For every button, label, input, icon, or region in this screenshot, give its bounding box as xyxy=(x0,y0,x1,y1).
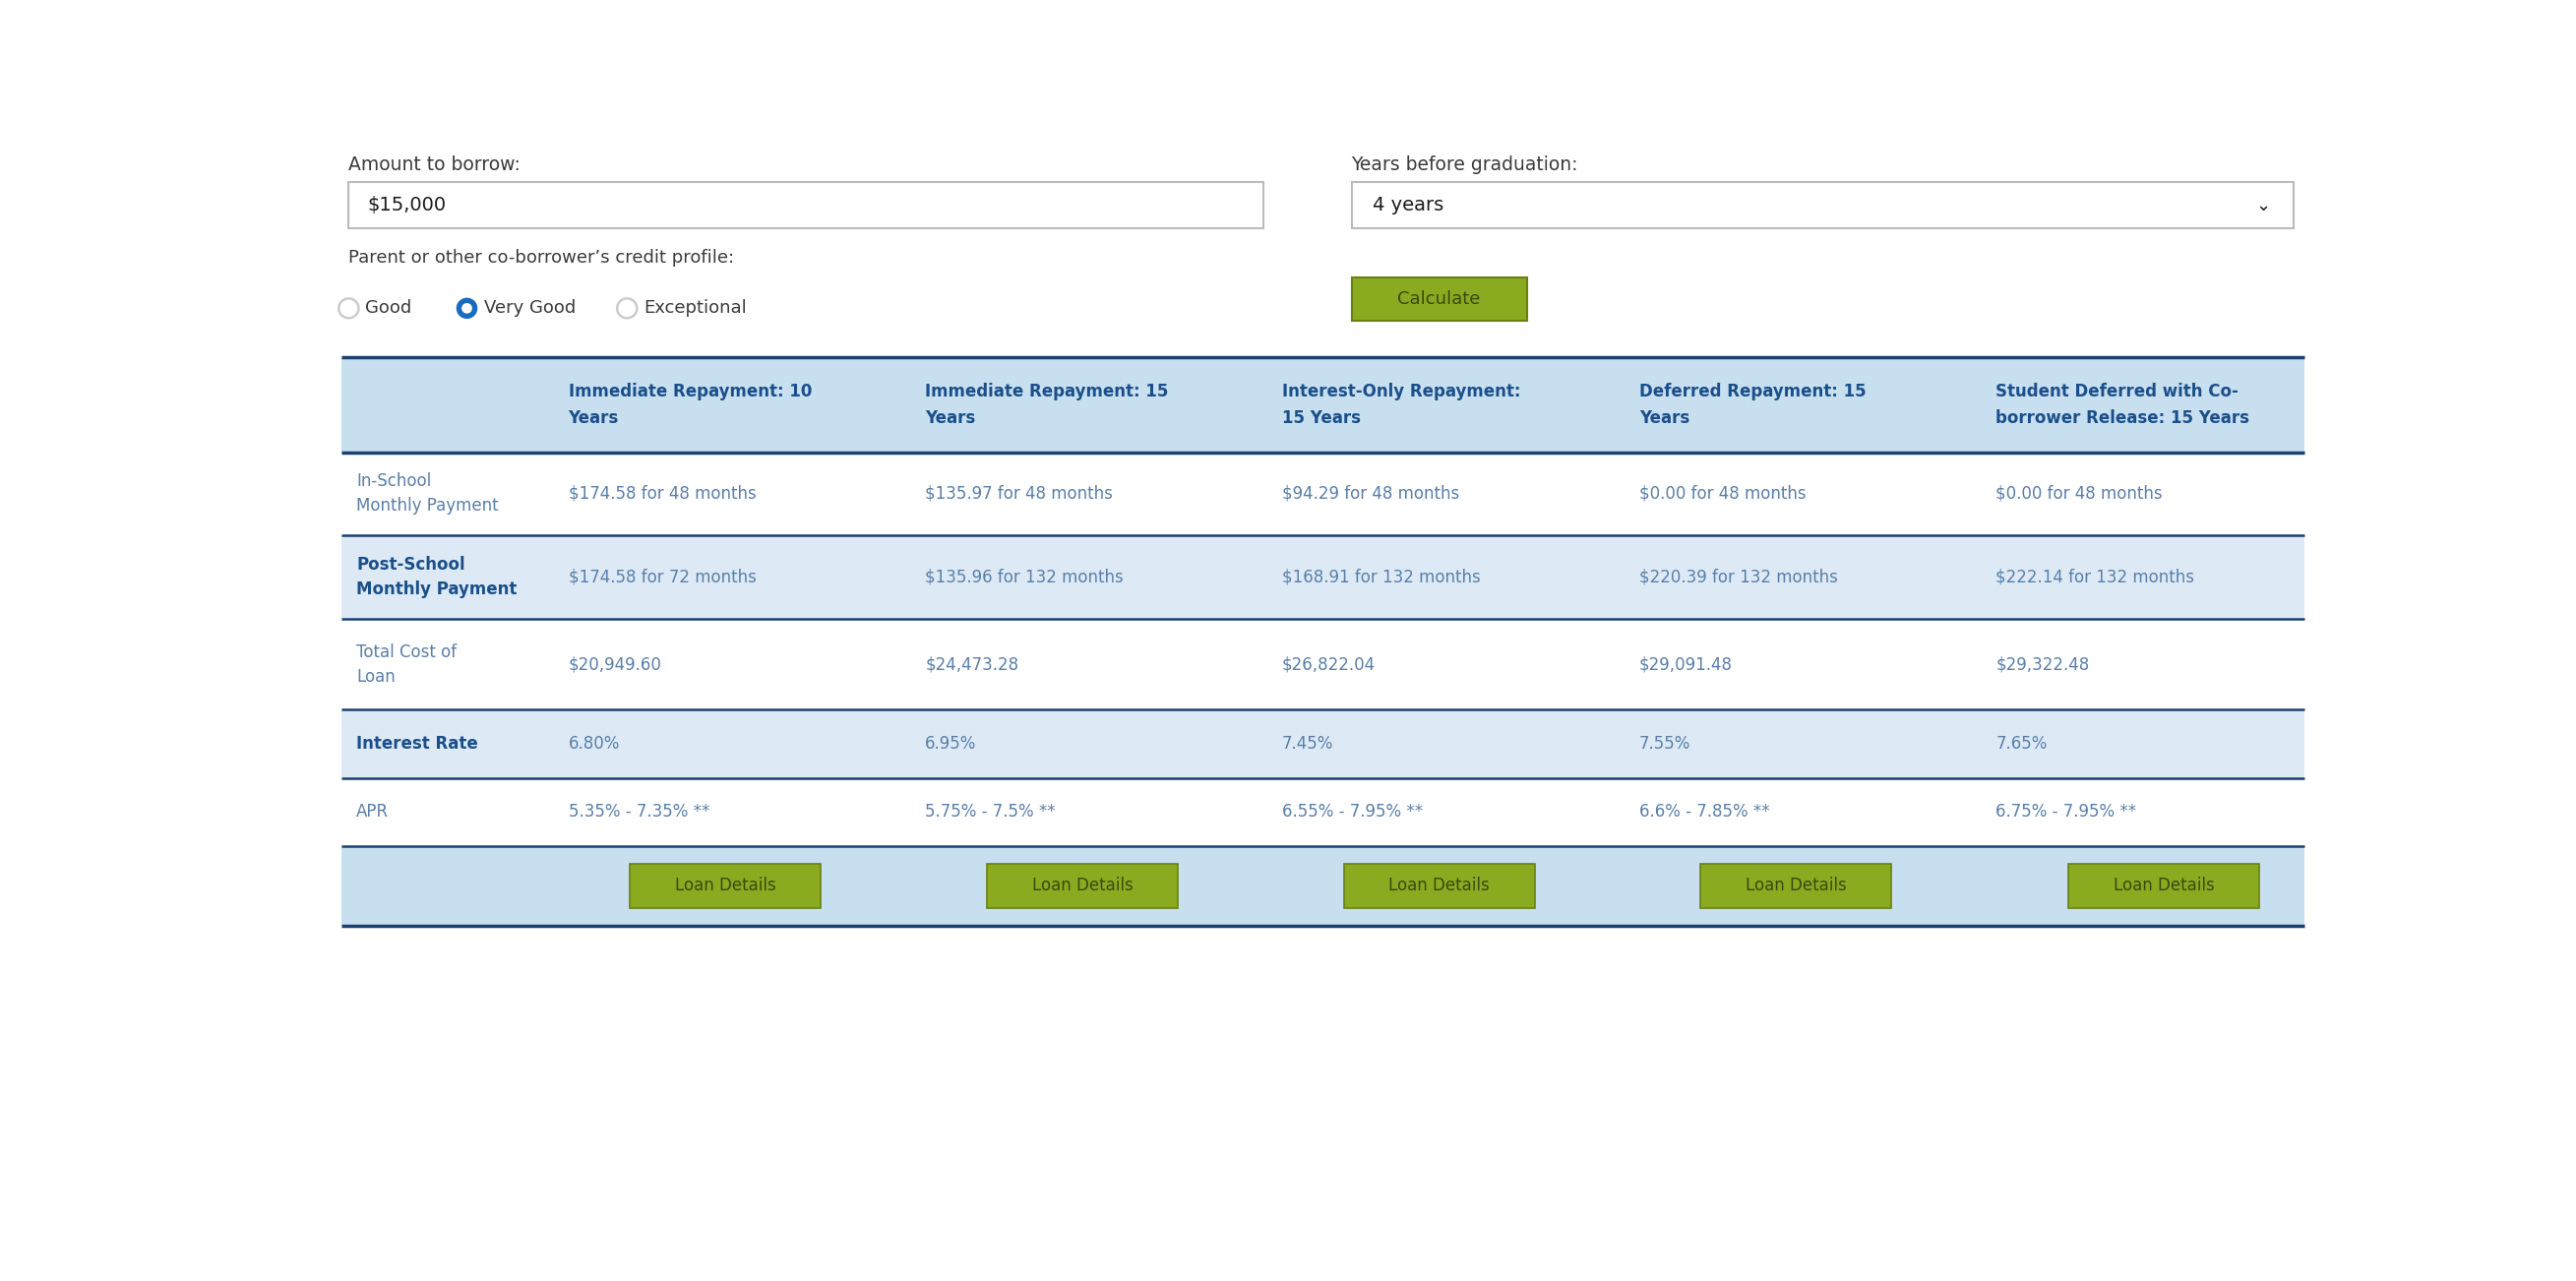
Text: $174.58 for 72 months: $174.58 for 72 months xyxy=(569,569,757,587)
Text: 7.65%: 7.65% xyxy=(1996,735,2048,753)
Text: Years before graduation:: Years before graduation: xyxy=(1352,155,1579,174)
Bar xyxy=(340,619,2306,710)
Text: APR: APR xyxy=(355,803,389,821)
Text: $135.96 for 132 months: $135.96 for 132 months xyxy=(925,569,1123,587)
Text: Calculate: Calculate xyxy=(1399,291,1481,307)
Text: Amount to borrow:: Amount to borrow: xyxy=(348,155,520,174)
Text: Interest Rate: Interest Rate xyxy=(355,735,479,753)
Circle shape xyxy=(461,304,471,313)
Bar xyxy=(348,182,1265,229)
Bar xyxy=(631,863,822,908)
Text: 6.6% - 7.85% **: 6.6% - 7.85% ** xyxy=(1638,803,1770,821)
Text: 7.45%: 7.45% xyxy=(1283,735,1334,753)
Bar xyxy=(1352,277,1528,322)
Text: $0.00 for 48 months: $0.00 for 48 months xyxy=(1996,485,2164,502)
Text: Very Good: Very Good xyxy=(484,300,574,318)
Text: Loan Details: Loan Details xyxy=(2112,877,2215,894)
Bar xyxy=(987,863,1177,908)
Text: Exceptional: Exceptional xyxy=(644,300,747,318)
Text: Post-School
Monthly Payment: Post-School Monthly Payment xyxy=(355,556,518,598)
Text: $26,822.04: $26,822.04 xyxy=(1283,656,1376,674)
Bar xyxy=(1700,863,1891,908)
Text: Parent or other co-borrower’s credit profile:: Parent or other co-borrower’s credit pro… xyxy=(348,249,734,266)
Bar xyxy=(340,847,2306,926)
Text: $29,091.48: $29,091.48 xyxy=(1638,656,1734,674)
Bar xyxy=(340,710,2306,778)
Text: $20,949.60: $20,949.60 xyxy=(569,656,662,674)
Bar xyxy=(2069,863,2259,908)
Bar xyxy=(1345,863,1535,908)
Text: Loan Details: Loan Details xyxy=(1388,877,1489,894)
Text: $24,473.28: $24,473.28 xyxy=(925,656,1018,674)
Text: 7.55%: 7.55% xyxy=(1638,735,1690,753)
Text: Loan Details: Loan Details xyxy=(675,877,775,894)
Bar xyxy=(1352,182,2293,229)
Text: 6.80%: 6.80% xyxy=(569,735,621,753)
Bar xyxy=(340,452,2306,535)
Text: 6.75% - 7.95% **: 6.75% - 7.95% ** xyxy=(1996,803,2136,821)
Text: Immediate Repayment: 10
Years: Immediate Repayment: 10 Years xyxy=(569,383,811,427)
Text: Interest-Only Repayment:
15 Years: Interest-Only Repayment: 15 Years xyxy=(1283,383,1520,427)
Text: 6.95%: 6.95% xyxy=(925,735,976,753)
Text: $220.39 for 132 months: $220.39 for 132 months xyxy=(1638,569,1837,587)
Text: Immediate Repayment: 15
Years: Immediate Repayment: 15 Years xyxy=(925,383,1170,427)
Text: $135.97 for 48 months: $135.97 for 48 months xyxy=(925,485,1113,502)
Circle shape xyxy=(456,298,477,318)
Text: Total Cost of
Loan: Total Cost of Loan xyxy=(355,643,456,685)
Text: 6.55% - 7.95% **: 6.55% - 7.95% ** xyxy=(1283,803,1422,821)
Text: Student Deferred with Co-
borrower Release: 15 Years: Student Deferred with Co- borrower Relea… xyxy=(1996,383,2249,427)
Text: ⌄: ⌄ xyxy=(2257,196,2269,214)
Text: Loan Details: Loan Details xyxy=(1747,877,1847,894)
Text: 4 years: 4 years xyxy=(1373,196,1445,215)
Text: $222.14 for 132 months: $222.14 for 132 months xyxy=(1996,569,2195,587)
Bar xyxy=(340,778,2306,847)
Text: In-School
Monthly Payment: In-School Monthly Payment xyxy=(355,473,500,515)
Bar xyxy=(340,357,2306,452)
Text: $0.00 for 48 months: $0.00 for 48 months xyxy=(1638,485,1806,502)
Text: Deferred Repayment: 15
Years: Deferred Repayment: 15 Years xyxy=(1638,383,1865,427)
Text: $15,000: $15,000 xyxy=(368,196,446,215)
Text: 5.75% - 7.5% **: 5.75% - 7.5% ** xyxy=(925,803,1056,821)
Text: $94.29 for 48 months: $94.29 for 48 months xyxy=(1283,485,1461,502)
Text: $168.91 for 132 months: $168.91 for 132 months xyxy=(1283,569,1481,587)
Text: $174.58 for 48 months: $174.58 for 48 months xyxy=(569,485,755,502)
Bar xyxy=(340,535,2306,619)
Text: Loan Details: Loan Details xyxy=(1033,877,1133,894)
Text: Good: Good xyxy=(366,300,412,318)
Text: 5.35% - 7.35% **: 5.35% - 7.35% ** xyxy=(569,803,708,821)
Text: $29,322.48: $29,322.48 xyxy=(1996,656,2089,674)
